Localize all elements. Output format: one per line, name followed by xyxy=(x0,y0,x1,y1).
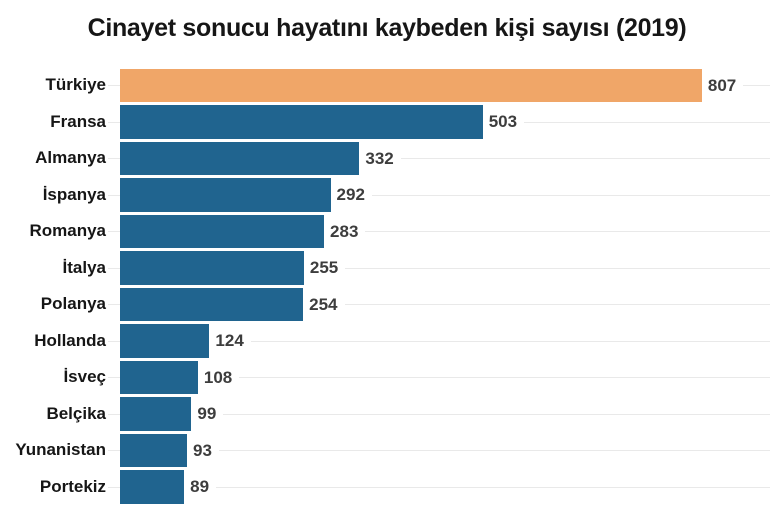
bar xyxy=(120,433,188,467)
category-label: Romanya xyxy=(0,213,106,250)
bar xyxy=(120,141,360,175)
category-label: İspanya xyxy=(0,176,106,213)
value-label: 89 xyxy=(184,478,217,496)
bar-track: 332 xyxy=(108,140,774,177)
bar-row: İspanya 292 xyxy=(0,176,774,214)
gridline xyxy=(108,231,770,233)
bar xyxy=(120,470,185,504)
gridline xyxy=(108,304,770,306)
bar-track: 124 xyxy=(108,323,774,360)
bar-row: Türkiye 807 xyxy=(0,67,774,104)
bar-chart: Cinayet sonucu hayatını kaybeden kişi sa… xyxy=(0,13,774,506)
category-label: Hollanda xyxy=(0,322,106,359)
gridline xyxy=(108,340,770,342)
category-label: Almanya xyxy=(0,140,106,177)
value-label: 254 xyxy=(303,295,345,313)
gridline xyxy=(108,486,770,488)
chart-rows: Türkiye 807 Fransa 503 Almanya 332 İspan… xyxy=(0,67,774,505)
bar-track: 93 xyxy=(108,432,774,469)
gridline xyxy=(108,158,770,160)
bar-row: Polanya 254 xyxy=(0,286,774,323)
value-label: 283 xyxy=(324,222,366,240)
value-label: 503 xyxy=(482,113,525,131)
bar-track: 283 xyxy=(108,213,774,250)
bar-track: 255 xyxy=(108,250,774,287)
category-label: İsveç xyxy=(0,359,106,396)
bar-row: Yunanistan 93 xyxy=(0,432,774,469)
bar-track: 807 xyxy=(108,67,774,104)
bar-row: Hollanda 124 xyxy=(0,322,774,360)
value-label: 292 xyxy=(330,186,372,204)
value-label: 93 xyxy=(187,441,219,459)
gridline xyxy=(108,377,770,379)
bar xyxy=(120,105,483,139)
value-label: 255 xyxy=(303,259,346,277)
value-label: 807 xyxy=(701,76,744,94)
category-label: İtalya xyxy=(0,249,106,286)
bar-row: Portekiz 89 xyxy=(0,468,774,506)
bar-track: 99 xyxy=(108,396,774,433)
bar xyxy=(120,324,210,358)
category-label: Türkiye xyxy=(0,67,106,104)
bar xyxy=(120,251,304,285)
bar-track: 254 xyxy=(108,286,774,323)
bar-track: 503 xyxy=(108,104,774,141)
value-label: 124 xyxy=(209,332,251,350)
gridline xyxy=(108,413,770,415)
bar-track: 292 xyxy=(108,177,774,214)
value-label: 99 xyxy=(191,405,224,423)
bar-track: 108 xyxy=(108,359,774,396)
bar xyxy=(120,178,331,212)
value-label: 108 xyxy=(197,368,240,386)
bar-row: İtalya 255 xyxy=(0,249,774,287)
bar xyxy=(120,68,702,102)
category-label: Fransa xyxy=(0,103,106,140)
bar xyxy=(120,214,325,248)
category-label: Portekiz xyxy=(0,468,106,505)
bar-row: İsveç 108 xyxy=(0,359,774,396)
gridline xyxy=(108,194,770,196)
category-label: Yunanistan xyxy=(0,432,106,469)
category-label: Belçika xyxy=(0,395,106,432)
chart-title: Cinayet sonucu hayatını kaybeden kişi sa… xyxy=(87,14,687,42)
bar-row: Romanya 283 xyxy=(0,213,774,250)
bar xyxy=(120,397,192,431)
bar xyxy=(120,287,304,321)
category-label: Polanya xyxy=(0,286,106,323)
gridline xyxy=(108,267,770,269)
bar-row: Belçika 99 xyxy=(0,395,774,433)
bar-row: Fransa 503 xyxy=(0,103,774,141)
value-label: 332 xyxy=(359,149,401,167)
bar-row: Almanya 332 xyxy=(0,140,774,177)
bar-track: 89 xyxy=(108,469,774,506)
bar xyxy=(120,360,198,394)
gridline xyxy=(108,450,770,452)
